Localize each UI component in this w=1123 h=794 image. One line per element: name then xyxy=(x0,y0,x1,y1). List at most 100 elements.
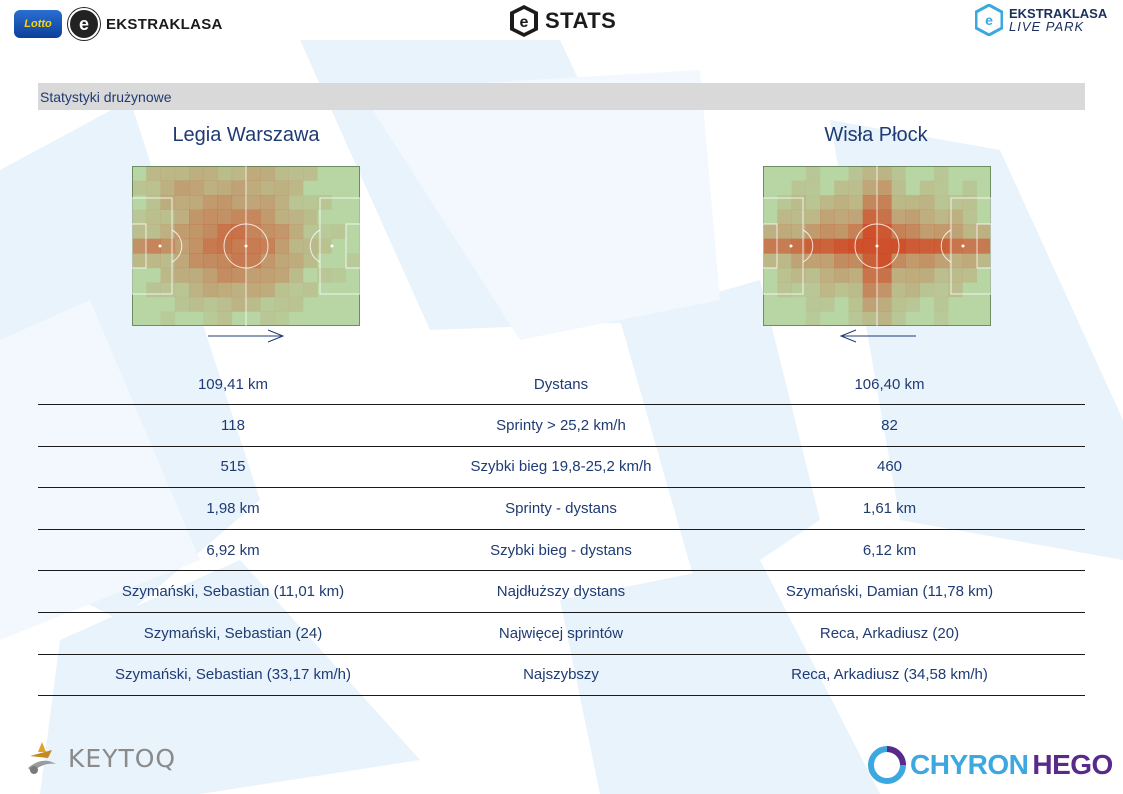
away-heat-cell xyxy=(962,267,978,283)
home-heat-cell xyxy=(303,253,318,269)
away-heat-cell xyxy=(934,195,949,210)
away-heat-cell xyxy=(948,224,963,240)
away-value: 106,40 km xyxy=(854,375,925,393)
home-heat-cell xyxy=(231,282,247,298)
away-heat-cell xyxy=(877,180,892,196)
home-heat-cell xyxy=(246,166,261,181)
away-heat-cell xyxy=(820,209,835,225)
home-heat-cell xyxy=(160,166,176,181)
home-heat-cell xyxy=(203,253,218,269)
away-heat-cell xyxy=(791,267,807,283)
away-value: 460 xyxy=(876,458,903,476)
home-heat-cell xyxy=(203,195,218,210)
stat-row: 515 Szybki bieg 19,8-25,2 km/h 460 xyxy=(38,447,1085,489)
home-heat-cell xyxy=(274,195,290,210)
away-heat-cell xyxy=(820,282,835,298)
home-heat-cell xyxy=(231,224,247,240)
home-heat-cell xyxy=(260,296,275,312)
away-heat-cell xyxy=(848,166,864,181)
home-value: 109,41 km xyxy=(197,375,269,393)
home-heat-cell xyxy=(260,180,275,196)
away-direction-arrow-icon xyxy=(839,329,916,343)
home-heat-cell xyxy=(231,209,247,225)
home-heat-cell xyxy=(203,296,218,312)
away-heat-cell xyxy=(948,282,963,298)
away-heat-cell xyxy=(891,267,906,283)
home-heat-cell xyxy=(217,238,233,254)
away-heat-cell xyxy=(805,253,821,269)
home-heat-cell xyxy=(132,253,147,269)
home-heat-cell xyxy=(303,209,318,225)
home-heat-cell xyxy=(189,166,204,181)
home-heat-cell xyxy=(189,195,204,210)
stat-row: Szymański, Sebastian (33,17 km/h) Najszy… xyxy=(38,655,1085,697)
lotto-badge: Lotto xyxy=(14,10,62,38)
away-heat-cell xyxy=(862,209,878,225)
ekstraklasa-ball-icon: e xyxy=(68,8,100,40)
away-heat-cell xyxy=(877,195,892,210)
away-heat-cell xyxy=(891,224,906,240)
home-heat-cell xyxy=(217,180,233,196)
away-heat-cell xyxy=(848,296,864,312)
away-heat-cell xyxy=(962,195,978,210)
away-heat-cell xyxy=(820,267,835,283)
home-heat-cell xyxy=(217,267,233,283)
home-pitch-lines xyxy=(132,166,360,326)
home-heat-cell xyxy=(174,253,190,269)
away-heat-cell xyxy=(934,209,949,225)
away-heat-cell xyxy=(877,209,892,225)
away-heat-cell xyxy=(791,238,807,254)
home-heat-cell xyxy=(260,195,275,210)
home-heat-cell xyxy=(217,311,233,326)
home-heat-cell xyxy=(132,180,147,196)
home-heat-cell xyxy=(160,180,176,196)
home-heat-cell xyxy=(189,267,204,283)
home-heat-cell xyxy=(231,195,247,210)
home-value: 1,98 km xyxy=(206,499,260,517)
home-heat-cell xyxy=(189,253,204,269)
away-heat-cell xyxy=(976,224,991,240)
home-heat-cell xyxy=(317,267,332,283)
away-heat-cell xyxy=(934,267,949,283)
away-value: 6,12 km xyxy=(862,541,917,559)
away-heat-cell xyxy=(777,195,792,210)
home-heat-cell xyxy=(203,180,218,196)
e-shield-icon: e xyxy=(510,5,538,37)
home-heat-cell xyxy=(174,267,190,283)
home-value: 118 xyxy=(221,416,245,434)
away-heat-cell xyxy=(805,296,821,312)
away-heat-cell xyxy=(962,238,978,254)
away-value: Reca, Arkadiusz (34,58 km/h) xyxy=(791,666,988,684)
home-heat-cell xyxy=(260,224,275,240)
away-heat-cell xyxy=(834,267,849,283)
away-heat-cell xyxy=(862,166,878,181)
home-heat-cell xyxy=(274,311,290,326)
home-heat-cell xyxy=(231,238,247,254)
away-heat-cell xyxy=(805,166,821,181)
away-heat-cell xyxy=(777,238,792,254)
away-heat-cell xyxy=(820,296,835,312)
away-heat-cell xyxy=(805,282,821,298)
home-heat-cell xyxy=(189,224,204,240)
away-heat-cell xyxy=(891,296,906,312)
away-heat-cell xyxy=(891,253,906,269)
home-heat-cell xyxy=(260,209,275,225)
home-heat-cell xyxy=(246,282,261,298)
keytoq-label: KEYTOQ xyxy=(68,743,177,773)
home-heat-cell xyxy=(160,238,176,254)
away-heat-cell xyxy=(862,224,878,240)
away-heat-cell xyxy=(962,180,978,196)
stats-table: 109,41 km Dystans 106,40 km 118 Sprinty … xyxy=(38,364,1085,697)
home-heat-cell xyxy=(231,180,247,196)
home-heat-cell xyxy=(160,209,176,225)
section-bar: Statystyki drużynowe xyxy=(38,83,1085,110)
stat-label: Szybki bieg - dystans xyxy=(490,541,632,559)
away-heat-cell xyxy=(777,282,792,298)
away-heat-cell xyxy=(877,253,892,269)
stat-row: Szymański, Sebastian (24) Najwięcej spri… xyxy=(38,613,1085,655)
away-heat-cell xyxy=(919,267,935,283)
away-heat-cell xyxy=(848,267,864,283)
away-heat-cell xyxy=(948,209,963,225)
away-heat-cell xyxy=(976,238,991,254)
home-heat-cell xyxy=(246,209,261,225)
